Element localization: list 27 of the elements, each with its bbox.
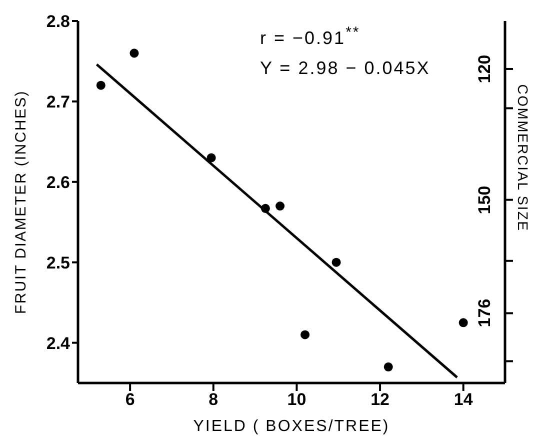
x-tick-label: 14 — [454, 390, 474, 410]
y-tick-label: 2.6 — [46, 172, 70, 192]
point — [206, 153, 216, 162]
point — [260, 204, 270, 213]
y-axis-title: FRUIT DIAMETER (INCHES) — [12, 90, 30, 314]
x-tick-label: 10 — [287, 390, 306, 410]
point — [96, 80, 106, 90]
x-tick-label: 8 — [208, 390, 218, 410]
x-tick-label: 6 — [125, 390, 135, 410]
y2-tick-label: 150 — [475, 186, 495, 214]
point — [458, 318, 468, 328]
annotation: Y = 2.98 − 0.045X — [260, 58, 430, 79]
point — [130, 48, 139, 58]
y-tick-label: 2.4 — [46, 334, 71, 353]
point — [384, 362, 393, 372]
y2-tick-label: 176 — [475, 299, 495, 328]
y-tick-label: 2.8 — [46, 12, 70, 32]
y2-axis-title: COMMERCIAL SIZE — [515, 84, 531, 232]
annotation: r = −0.91$^{**}$ — [260, 24, 360, 49]
point — [276, 202, 285, 211]
x-axis-title: YIELD ( BOXES/TREE) — [193, 418, 390, 435]
y2-tick-label: 120 — [475, 54, 495, 84]
point — [332, 258, 341, 267]
y-tick-label: 2.7 — [46, 92, 70, 112]
y-tick-label: 2.5 — [46, 253, 70, 272]
point — [300, 330, 310, 340]
x-tick-label: 12 — [370, 390, 390, 410]
